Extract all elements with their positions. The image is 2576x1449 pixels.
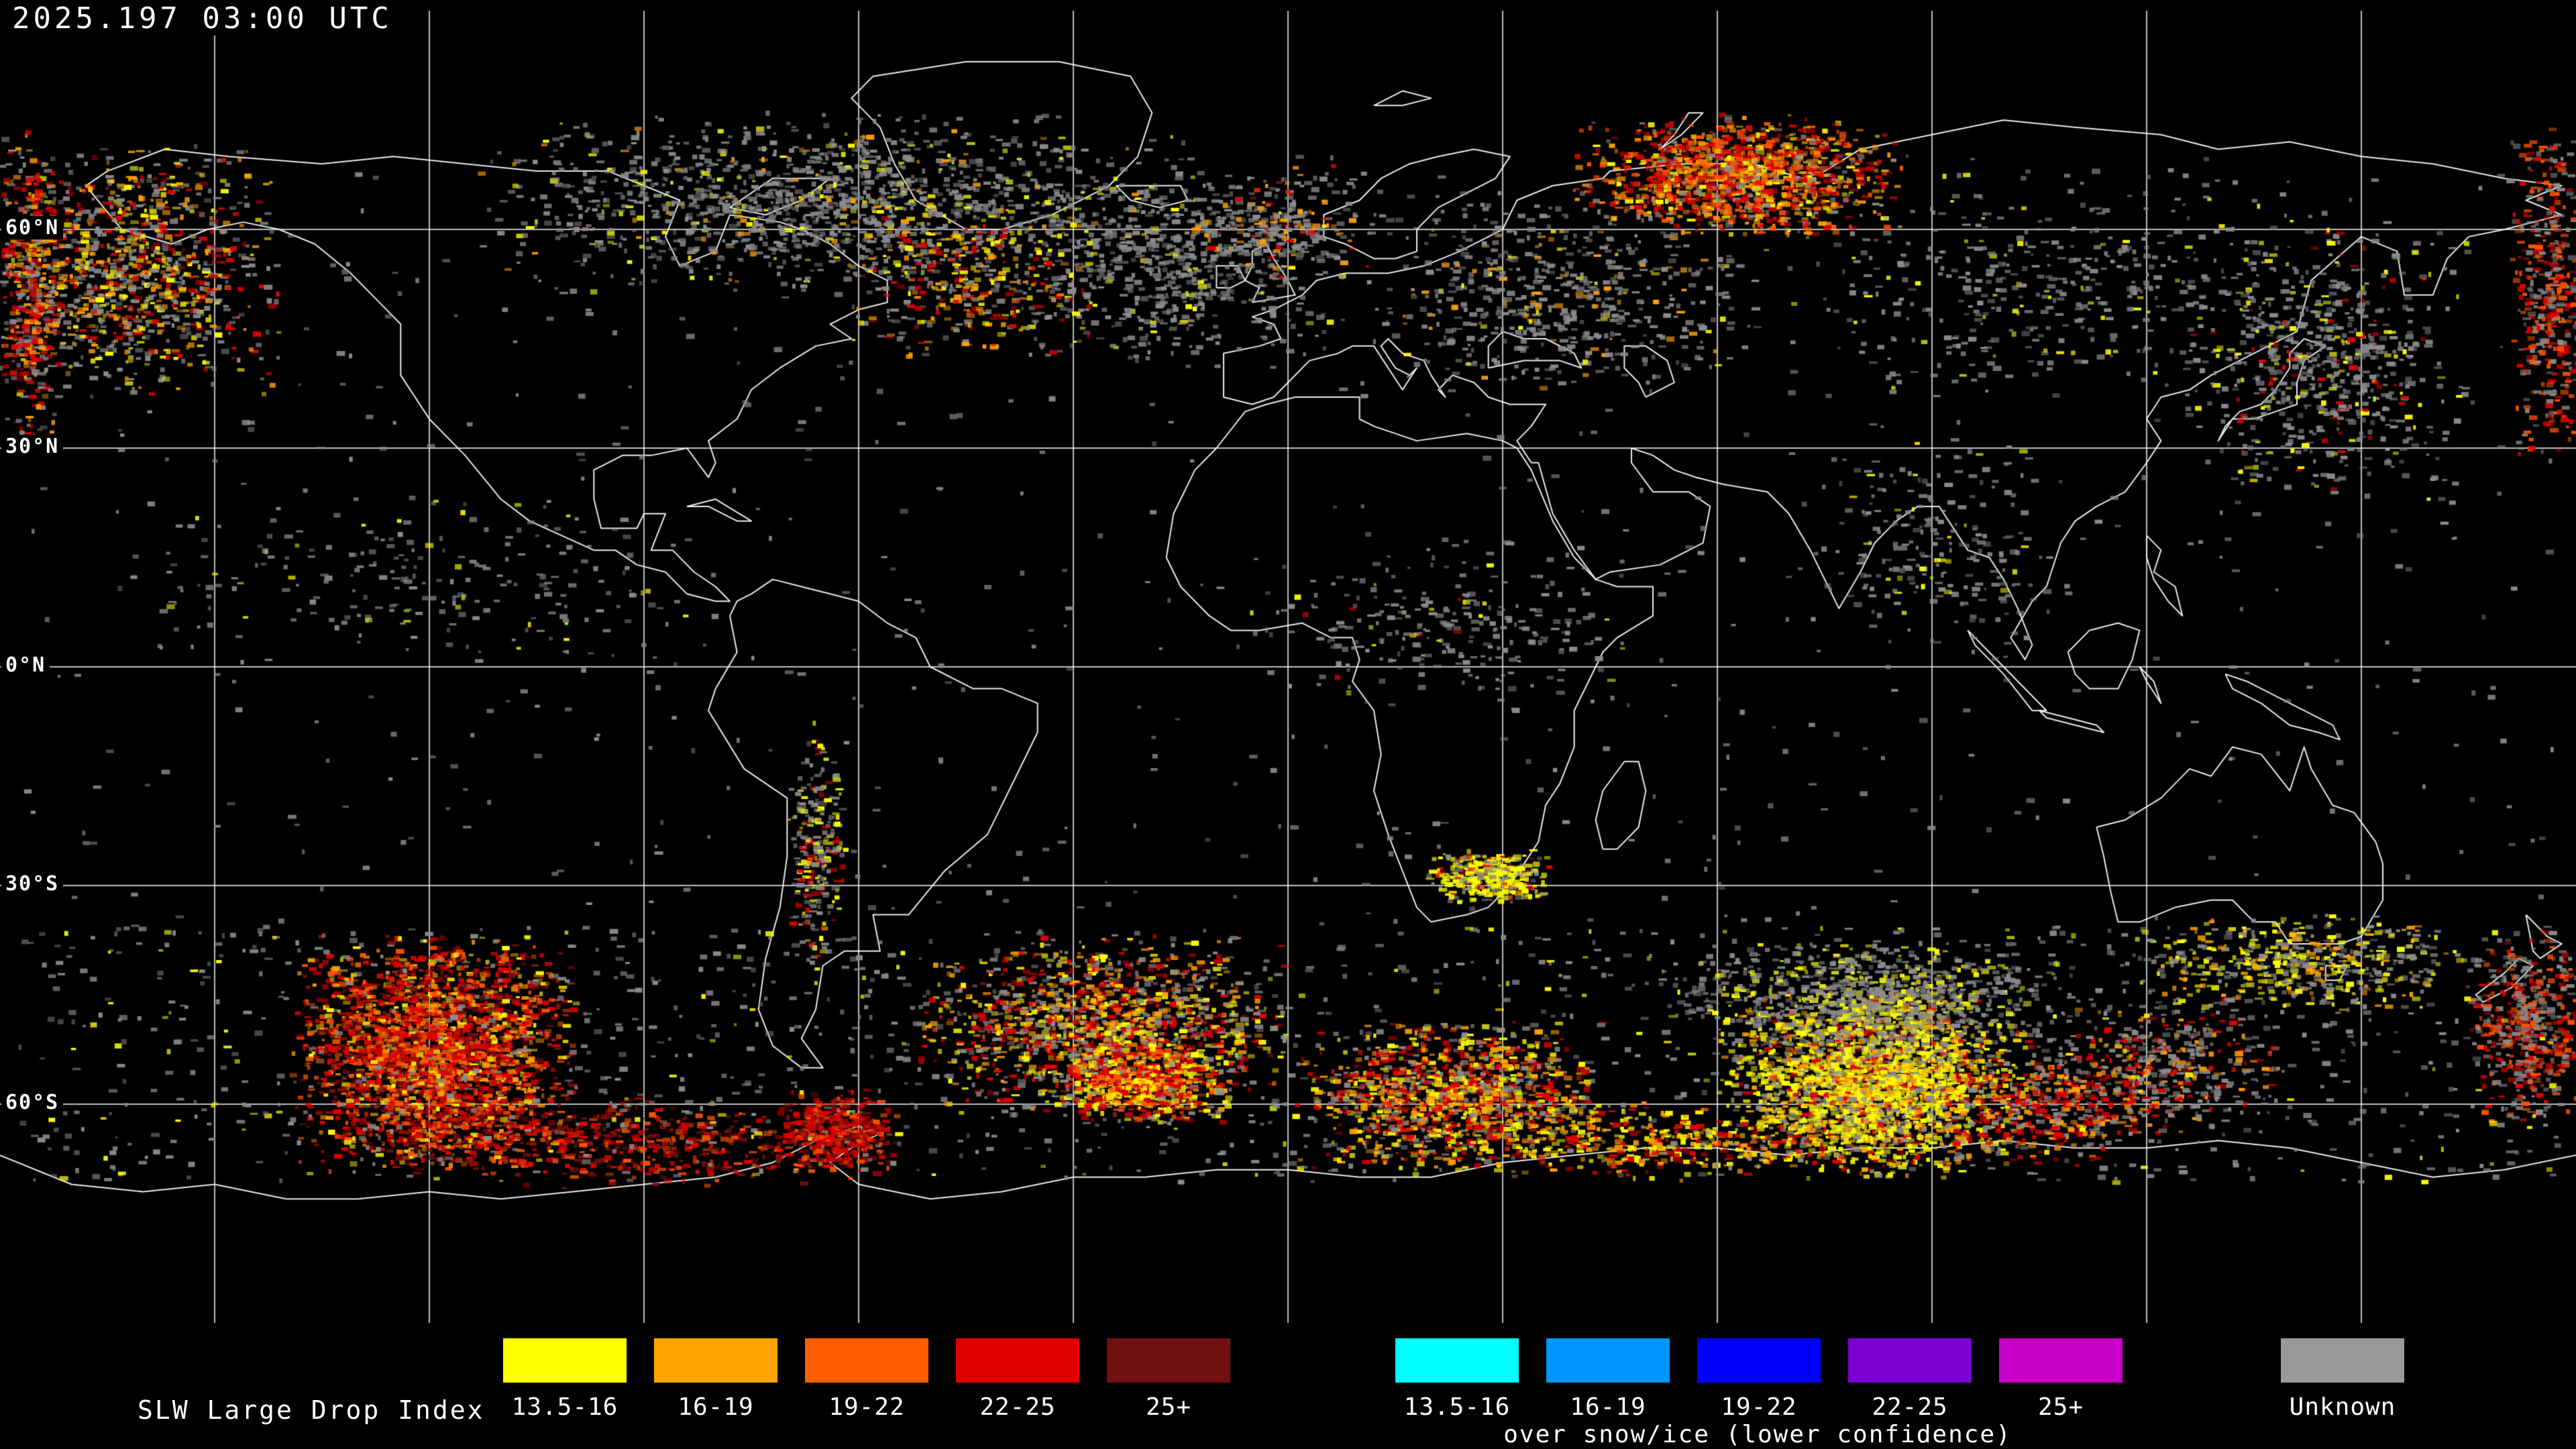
legend-swatch <box>1848 1338 1972 1383</box>
legend-swatch <box>2281 1338 2404 1383</box>
lat-label: 30°N <box>1 435 64 458</box>
legend-entry-snow-1: 13.5-16 <box>1395 1338 1519 1421</box>
legend-swatch <box>503 1338 627 1383</box>
legend-entry-liquid-4: 22-25 <box>956 1338 1079 1421</box>
legend-swatch <box>1697 1338 1821 1383</box>
legend-snow-caption: over snow/ice (lower confidence) <box>1503 1421 2012 1448</box>
legend-swatch <box>1395 1338 1519 1383</box>
legend-swatch <box>654 1338 777 1383</box>
legend-entry-liquid-1: 13.5-16 <box>503 1338 627 1421</box>
legend-entry-liquid-5: 25+ <box>1107 1338 1230 1421</box>
legend-label: 13.5-16 <box>511 1393 619 1421</box>
timestamp: 2025.197 03:00 UTC <box>7 1 398 36</box>
legend-label: 22-25 <box>979 1393 1056 1421</box>
legend-label: 19-22 <box>1721 1393 1797 1421</box>
legend: SLW Large Drop Index 13.5-16 16-19 19-22… <box>0 1327 2576 1449</box>
legend-entry-snow-2: 16-19 <box>1546 1338 1670 1421</box>
legend-entry-snow-3: 19-22 <box>1697 1338 1821 1421</box>
lat-label: 60°N <box>1 216 64 239</box>
legend-label: 22-25 <box>1872 1393 1948 1421</box>
legend-label: Unknown <box>2289 1393 2396 1421</box>
legend-entry-snow-5: 25+ <box>1999 1338 2123 1421</box>
legend-swatch <box>1107 1338 1230 1383</box>
legend-entry-liquid-2: 16-19 <box>654 1338 777 1421</box>
legend-swatch <box>1546 1338 1670 1383</box>
lat-label: 30°S <box>1 872 64 896</box>
legend-entry-unknown: Unknown <box>2281 1338 2404 1421</box>
lat-label: 0°N <box>1 653 50 677</box>
legend-swatch <box>805 1338 928 1383</box>
legend-entry-liquid-3: 19-22 <box>805 1338 928 1421</box>
legend-swatch <box>956 1338 1079 1383</box>
legend-label: 16-19 <box>1570 1393 1646 1421</box>
legend-title: SLW Large Drop Index <box>138 1395 485 1425</box>
legend-label: 25+ <box>1145 1393 1192 1421</box>
legend-label: 25+ <box>2037 1393 2084 1421</box>
lat-label: 60°S <box>1 1091 64 1114</box>
legend-label: 16-19 <box>678 1393 754 1421</box>
legend-entry-snow-4: 22-25 <box>1848 1338 1972 1421</box>
legend-label: 19-22 <box>828 1393 905 1421</box>
legend-swatch <box>1999 1338 2123 1383</box>
legend-label: 13.5-16 <box>1403 1393 1511 1421</box>
